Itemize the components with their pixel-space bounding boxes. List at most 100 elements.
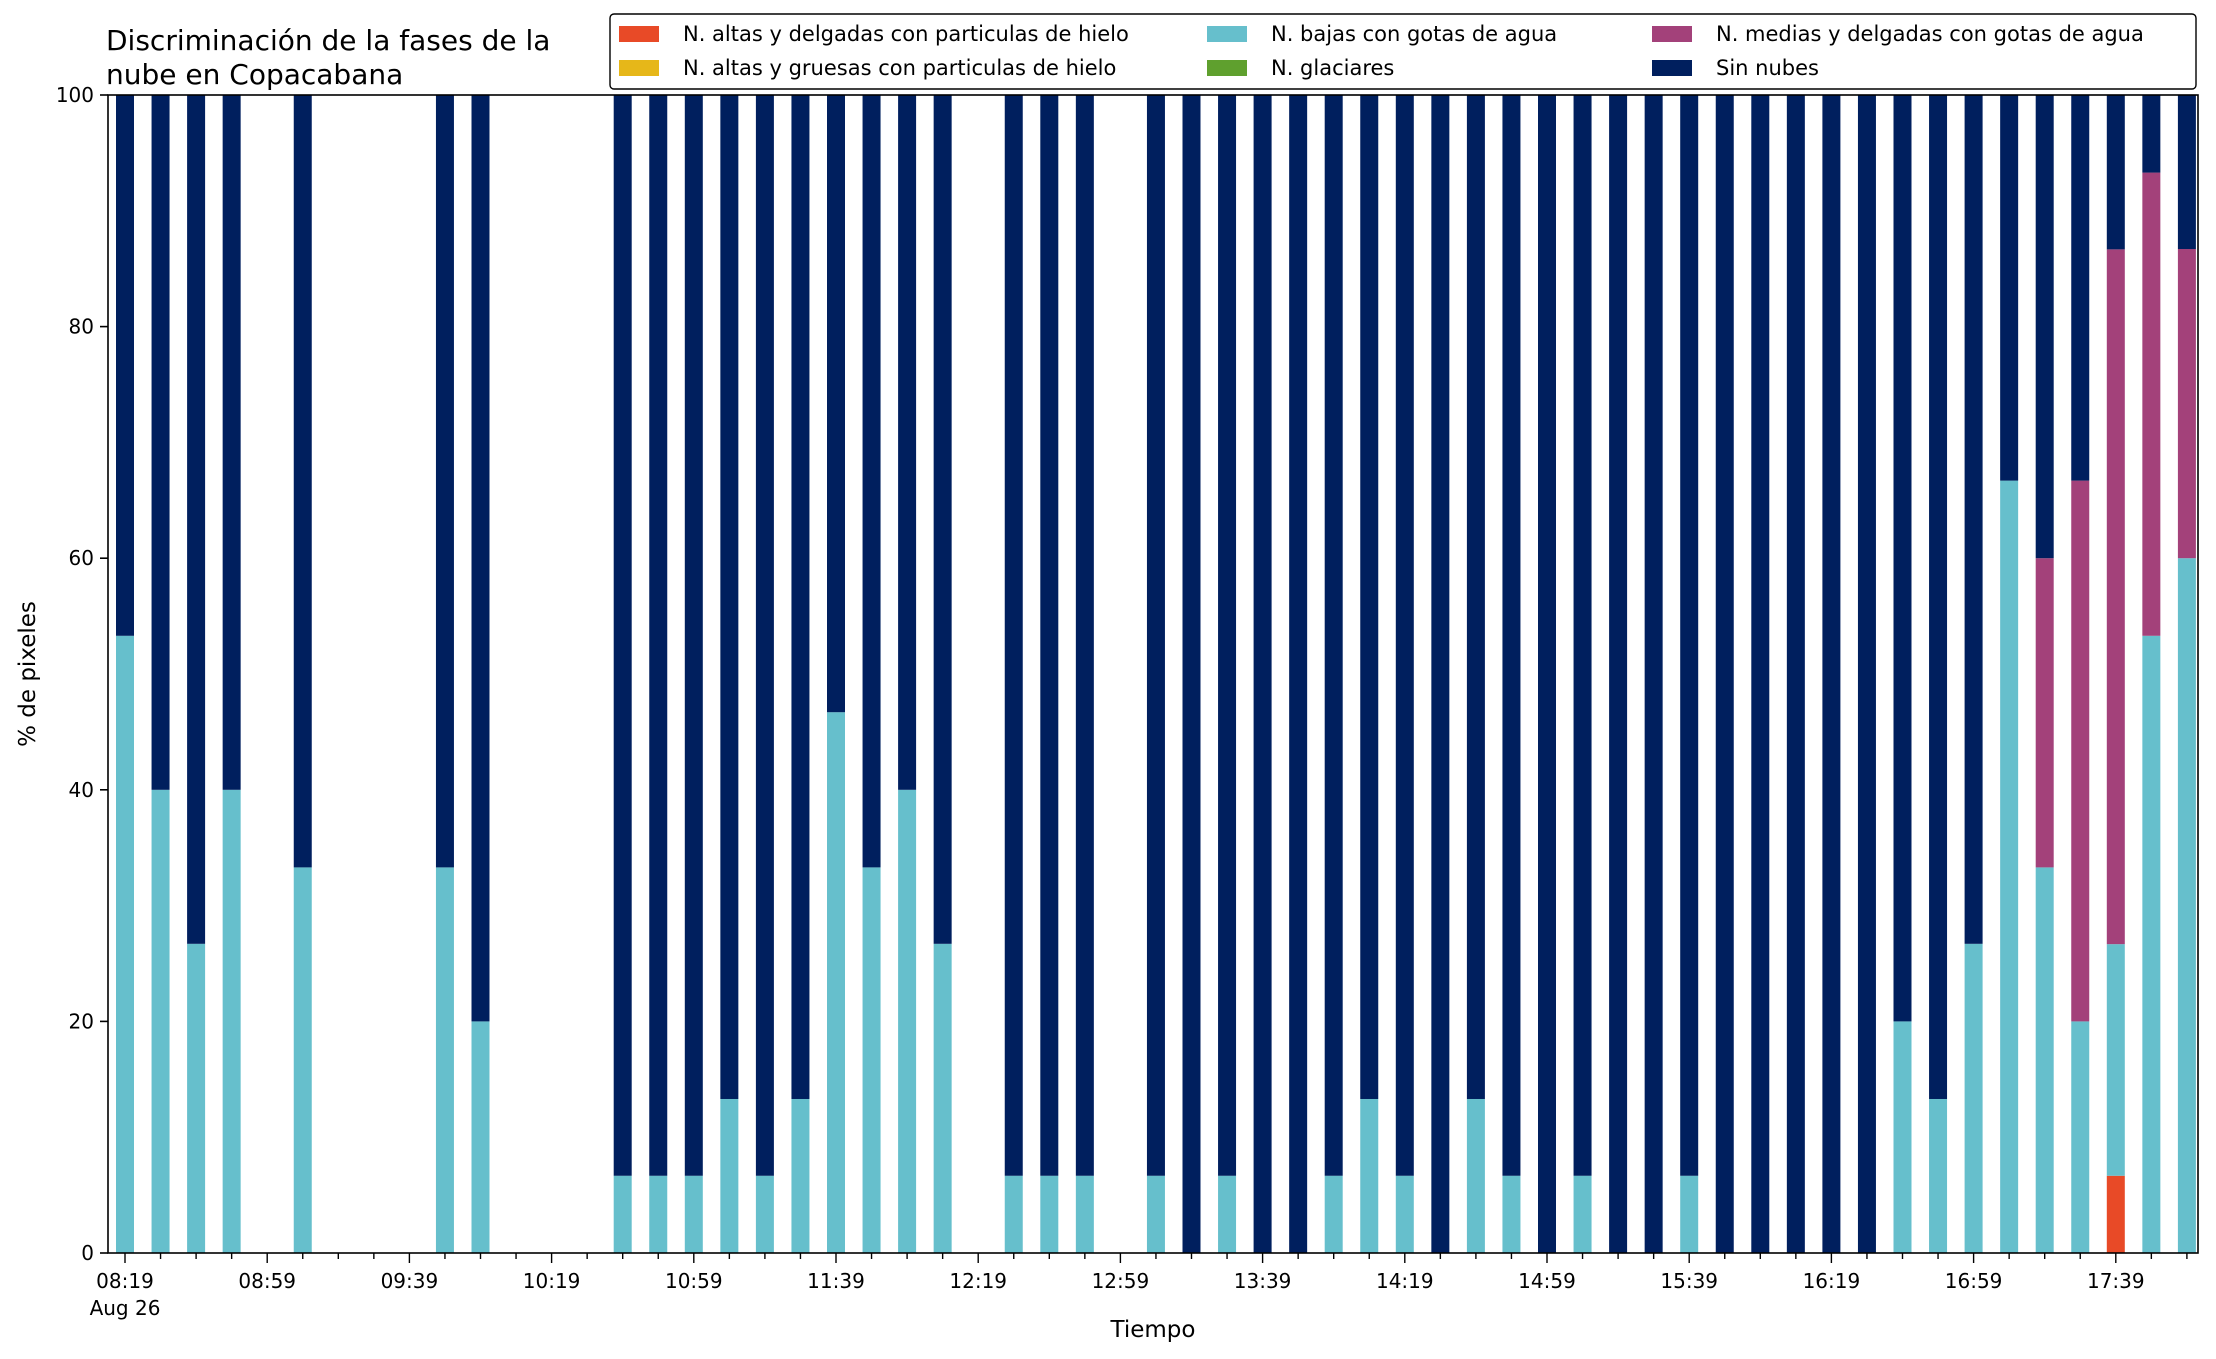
y-tick-label: 60 bbox=[69, 546, 94, 570]
bar-segment-1709-s5 bbox=[2000, 95, 2019, 481]
x-tick-label: 12:59 bbox=[1092, 1269, 1150, 1293]
bar-segment-1429-s5 bbox=[1431, 95, 1450, 1253]
bar-segment-1229-s2 bbox=[1004, 1175, 1023, 1253]
bar-segment-1739-s2 bbox=[2106, 944, 2125, 1176]
legend-swatch bbox=[1652, 60, 1692, 76]
legend-label: Sin nubes bbox=[1716, 56, 1819, 80]
legend-label: N. glaciares bbox=[1271, 56, 1394, 80]
bar-segment-1419-s2 bbox=[1395, 1175, 1414, 1253]
bar-segment-1559-s5 bbox=[1751, 95, 1770, 1253]
bar-segment-1329-s2 bbox=[1218, 1175, 1237, 1253]
bar-segment-1329-s5 bbox=[1218, 95, 1237, 1176]
bar-segment-1659-s5 bbox=[1964, 95, 1983, 944]
chart-title-line-1: Discriminación de la fases de la bbox=[106, 24, 550, 57]
bar-segment-0959-s2 bbox=[471, 1021, 490, 1253]
x-tick-label: 14:19 bbox=[1376, 1269, 1434, 1293]
bar-segment-1119-s2 bbox=[755, 1175, 774, 1253]
bar-segment-1749-s4 bbox=[2142, 172, 2161, 636]
x-tick-label: 08:59 bbox=[238, 1269, 296, 1293]
bar-segment-0949-s2 bbox=[435, 867, 454, 1253]
bar-segment-1339-s5 bbox=[1253, 95, 1272, 1253]
y-tick-label: 20 bbox=[69, 1009, 94, 1033]
bar-segment-1239-s2 bbox=[1040, 1175, 1059, 1253]
bar-segment-0839-s2 bbox=[187, 943, 206, 1253]
legend-swatch bbox=[619, 26, 659, 42]
bar-segment-1209-s5 bbox=[933, 95, 952, 944]
bar-segment-1439-s2 bbox=[1466, 1098, 1485, 1253]
bar-segment-1149-s2 bbox=[862, 867, 881, 1253]
legend-label: N. altas y delgadas con particulas de hi… bbox=[683, 22, 1129, 46]
x-tick-label: 11:39 bbox=[807, 1269, 865, 1293]
bar-segment-1659-s2 bbox=[1964, 943, 1983, 1253]
bar-segment-1109-s2 bbox=[720, 1098, 739, 1253]
y-axis: 0 20 40 60 80 100 bbox=[56, 83, 108, 1265]
bar-segment-1719-s5 bbox=[2035, 95, 2054, 559]
bar-segment-0849-s2 bbox=[222, 789, 241, 1253]
x-axis-label: Tiempo bbox=[1110, 1317, 1196, 1343]
bar-segment-1639-s2 bbox=[1893, 1021, 1912, 1253]
bar-segment-0819-s2 bbox=[116, 635, 134, 1253]
bar-segment-1549-s5 bbox=[1715, 95, 1734, 1253]
bar-segment-0819-s5 bbox=[116, 95, 134, 636]
x-axis: 08:19 08:59 09:39 10:19 10:59 11:39 12:19 12:59… bbox=[90, 1253, 2188, 1320]
bar-segment-1619-s5 bbox=[1822, 95, 1841, 1253]
bar-segment-1759-s2 bbox=[2177, 558, 2196, 1253]
y-tick-label: 0 bbox=[81, 1241, 94, 1265]
bar-segment-1319-s5 bbox=[1182, 95, 1201, 1253]
legend-swatch bbox=[1207, 26, 1247, 42]
bar-segment-1449-s5 bbox=[1502, 95, 1521, 1176]
bar-segment-1649-s2 bbox=[1929, 1098, 1948, 1253]
bar-segment-1749-s5 bbox=[2142, 95, 2161, 173]
bar-segment-1049-s5 bbox=[649, 95, 668, 1176]
bar-segment-1439-s5 bbox=[1466, 95, 1485, 1099]
bar-segment-1459-s5 bbox=[1538, 95, 1556, 1253]
x-tick-label: 12:19 bbox=[949, 1269, 1007, 1293]
bar-segment-0839-s5 bbox=[187, 95, 206, 944]
bar-segment-1129-s5 bbox=[791, 95, 810, 1099]
bar-segment-1159-s5 bbox=[898, 95, 917, 790]
x-tick-label: 10:19 bbox=[523, 1269, 581, 1293]
bar-segment-1139-s5 bbox=[827, 95, 845, 713]
bar-segment-1349-s5 bbox=[1289, 95, 1308, 1253]
bar-segment-1539-s5 bbox=[1680, 95, 1699, 1176]
bar-segment-1729-s5 bbox=[2071, 95, 2090, 481]
legend-label: N. altas y gruesas con particulas de hie… bbox=[683, 56, 1116, 80]
bar-segment-1749-s2 bbox=[2142, 635, 2161, 1253]
bar-segment-1249-s5 bbox=[1075, 95, 1094, 1176]
bar-segment-1729-s2 bbox=[2071, 1021, 2090, 1253]
bar-segment-1059-s5 bbox=[684, 95, 703, 1176]
bar-segment-1109-s5 bbox=[720, 95, 739, 1099]
legend-label: N. medias y delgadas con gotas de agua bbox=[1716, 22, 2144, 46]
bar-segment-1129-s2 bbox=[791, 1098, 810, 1253]
x-tick-label: 16:59 bbox=[1945, 1269, 2003, 1293]
x-tick-label: 16:19 bbox=[1803, 1269, 1861, 1293]
bar-segment-0829-s2 bbox=[151, 789, 170, 1253]
bar-segment-1639-s5 bbox=[1893, 95, 1912, 1022]
bar-segment-1759-s4 bbox=[2177, 249, 2196, 559]
bar-segment-1519-s5 bbox=[1609, 95, 1628, 1253]
y-axis-label: % de pixeles bbox=[15, 601, 41, 747]
bar-segment-1249-s2 bbox=[1075, 1175, 1094, 1253]
bar-segment-1309-s2 bbox=[1146, 1175, 1165, 1253]
bar-segment-1409-s2 bbox=[1360, 1098, 1379, 1253]
bar-segment-1609-s5 bbox=[1786, 95, 1805, 1253]
bar-segment-1359-s5 bbox=[1324, 95, 1343, 1176]
bar-segment-1149-s5 bbox=[862, 95, 881, 868]
bar-segment-1739-s0 bbox=[2106, 1175, 2125, 1253]
bar-segment-0959-s5 bbox=[471, 95, 490, 1022]
y-tick-label: 40 bbox=[69, 778, 94, 802]
bar-segment-1159-s2 bbox=[898, 789, 917, 1253]
bar-segment-1529-s5 bbox=[1644, 95, 1663, 1253]
x-date-label: Aug 26 bbox=[90, 1296, 161, 1320]
legend-swatch bbox=[619, 60, 659, 76]
bar-segment-1629-s5 bbox=[1857, 95, 1876, 1253]
bar-segment-1209-s2 bbox=[933, 943, 952, 1253]
bar-segment-1229-s5 bbox=[1004, 95, 1023, 1176]
bar-segment-1709-s2 bbox=[2000, 480, 2019, 1253]
y-tick-label: 80 bbox=[69, 315, 94, 339]
x-tick-label: 08:19 bbox=[96, 1269, 154, 1293]
bar-segment-1729-s4 bbox=[2071, 480, 2090, 1022]
bar-segment-1049-s2 bbox=[649, 1175, 668, 1253]
